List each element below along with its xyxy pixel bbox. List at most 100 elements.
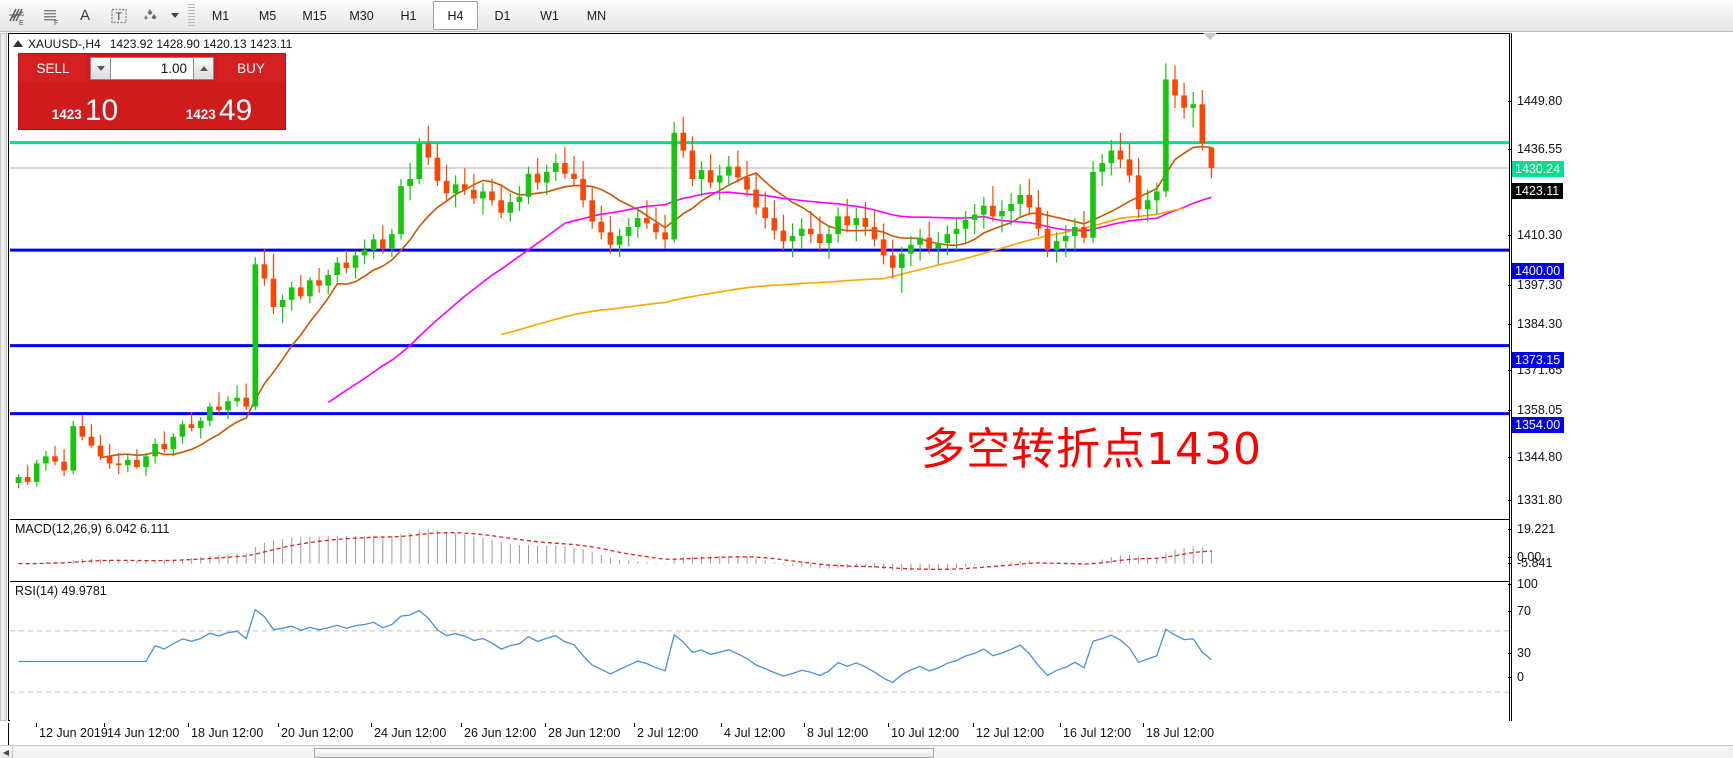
timeframe-w1[interactable]: W1 (540, 8, 559, 23)
chart-annotation-text: 多空转折点1430 (921, 424, 1262, 475)
time-tick (545, 723, 546, 727)
time-axis[interactable]: 12 Jun 2019 14 Jun 12:00 18 Jun 12:00 20 Ju… (8, 723, 1510, 745)
candle-body (325, 275, 331, 286)
buy-price-display[interactable]: 1423 49 (153, 82, 285, 129)
objects-dropdown-caret-icon[interactable] (166, 1, 182, 30)
macd-tick-label: -5.841 (1517, 556, 1553, 570)
objects-icon[interactable] (136, 1, 166, 30)
candle-body (143, 456, 149, 467)
ma-long-line (500, 207, 1185, 336)
buy-button[interactable]: BUY (217, 54, 285, 82)
one-click-trading-panel[interactable]: SELL 1.00 BUY 1423 10 1423 49 (18, 53, 286, 130)
candle-body (480, 191, 486, 199)
sell-price-whole: 1423 (51, 107, 82, 122)
candle-body (780, 230, 787, 242)
oct-top-row: SELL 1.00 BUY (19, 54, 285, 82)
candle-body (1172, 79, 1178, 96)
price-pane[interactable] (10, 51, 1509, 515)
ma-slow-line (327, 191, 1212, 404)
volume-stepper[interactable]: 1.00 (90, 56, 214, 80)
timeframe-h1[interactable]: H1 (400, 8, 417, 23)
candle-body (1144, 200, 1151, 210)
candle-body (516, 196, 523, 203)
timeframe-mn[interactable]: MN (586, 8, 607, 23)
rsi-tick-label: 0 (1517, 670, 1524, 684)
candle-body (97, 445, 104, 457)
volume-increment-button[interactable] (193, 56, 214, 80)
timeframe-m5[interactable]: M5 (258, 8, 277, 23)
axis-tick (1508, 563, 1512, 564)
timeframe-d1[interactable]: D1 (494, 8, 511, 23)
rsi-line (18, 608, 1212, 684)
candle-body (1163, 79, 1169, 192)
timeframe-h4[interactable]: H4 (433, 1, 478, 30)
candle-body (607, 232, 614, 245)
indicators-icon[interactable]: E (0, 1, 34, 30)
time-axis-label: 10 Jul 12:00 (891, 726, 960, 740)
candle-body (452, 184, 459, 194)
candle-body (170, 436, 177, 450)
chart-up-triangle-icon (13, 40, 23, 47)
timeframe-m15[interactable]: M15 (302, 8, 327, 23)
scroll-left-button[interactable]: ◀ (0, 746, 13, 758)
time-axis-label: 24 Jun 12:00 (374, 726, 447, 740)
candle-body (1026, 195, 1033, 208)
text-box-icon[interactable]: T (102, 1, 136, 30)
axis-tick (1508, 457, 1512, 458)
volume-decrement-button[interactable] (90, 56, 111, 80)
candle-body (671, 132, 677, 240)
candle-body (1008, 203, 1014, 211)
candle-body (1044, 228, 1051, 251)
timeframe-m30[interactable]: M30 (349, 8, 374, 23)
candle-body (243, 397, 249, 407)
volume-input[interactable]: 1.00 (111, 56, 193, 80)
candle-body (653, 223, 659, 233)
chart-window[interactable]: XAUUSD-,H4 1423.92 1428.90 1420.13 1423.… (8, 33, 1510, 742)
candle-body (616, 235, 623, 245)
candle-body (1126, 159, 1133, 176)
candle-body (744, 177, 750, 190)
rsi-tick-label: 100 (1517, 577, 1538, 591)
chart-vertical-scroll[interactable] (0, 33, 7, 721)
candle-body (270, 278, 277, 307)
price-tick-label: 1410.30 (1517, 228, 1563, 242)
chart-collapse-caret-icon[interactable] (1203, 33, 1217, 40)
candle-body (971, 214, 978, 220)
grid-dots-icon[interactable]: F (34, 1, 68, 30)
time-axis-label: 12 Jul 12:00 (976, 726, 1045, 740)
candle-body (735, 166, 741, 178)
axis-tick (1508, 235, 1512, 236)
price-scale[interactable]: 1449.80 1436.55 1410.30 1397.30 1384.30 1371.… (1508, 33, 1733, 721)
time-tick (461, 723, 462, 727)
candle-body (634, 218, 641, 227)
scrollbar-track[interactable] (14, 747, 1728, 758)
text-label-icon[interactable]: A (79, 7, 90, 24)
bottom-scrollbar[interactable]: ◀ (0, 745, 1733, 758)
candle-body (33, 463, 40, 482)
axis-tick (1508, 285, 1512, 286)
candle-body (944, 234, 951, 243)
candle-body (543, 171, 550, 183)
candle-body (862, 218, 869, 227)
axis-tick (1508, 149, 1512, 150)
toolbar-grip[interactable] (188, 3, 195, 28)
candle-body (434, 157, 441, 181)
candle-body (525, 173, 532, 197)
time-tick (1060, 723, 1061, 727)
time-tick (973, 723, 974, 727)
candle-body (625, 227, 632, 236)
candle-body (461, 184, 468, 190)
sell-price-display[interactable]: 1423 10 (19, 82, 153, 129)
candle-body (79, 426, 86, 437)
timeframe-m1[interactable]: M1 (211, 8, 230, 23)
sell-button[interactable]: SELL (19, 54, 87, 82)
candle-body (880, 239, 887, 256)
rsi-pane[interactable]: RSI(14) 49.9781 (10, 581, 1509, 742)
candle-body (689, 150, 696, 179)
time-tick (888, 723, 889, 727)
axis-tick (1508, 557, 1512, 558)
axis-tick (1508, 410, 1512, 411)
candle-body (762, 207, 768, 219)
price-tick-label: 1397.30 (1517, 278, 1563, 292)
macd-pane[interactable]: MACD(12,26,9) 6.042 6.111 (10, 519, 1509, 580)
